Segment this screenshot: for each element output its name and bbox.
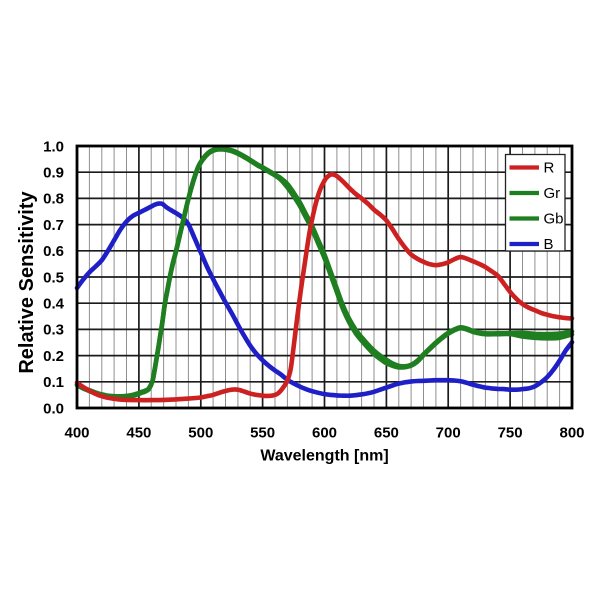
svg-text:Gr: Gr bbox=[544, 185, 561, 202]
svg-text:0.4: 0.4 bbox=[43, 296, 65, 313]
svg-text:550: 550 bbox=[250, 425, 275, 442]
svg-text:Wavelength [nm]: Wavelength [nm] bbox=[260, 448, 388, 465]
svg-text:Relative Sensitivity: Relative Sensitivity bbox=[16, 190, 38, 373]
svg-text:600: 600 bbox=[312, 425, 337, 442]
svg-text:Gb: Gb bbox=[544, 211, 564, 228]
svg-text:B: B bbox=[544, 236, 554, 253]
svg-text:R: R bbox=[544, 160, 555, 177]
svg-text:650: 650 bbox=[374, 425, 399, 442]
svg-text:750: 750 bbox=[498, 425, 523, 442]
svg-text:0.9: 0.9 bbox=[43, 165, 64, 182]
svg-text:800: 800 bbox=[559, 425, 584, 442]
svg-text:0.3: 0.3 bbox=[43, 322, 64, 339]
svg-text:0.5: 0.5 bbox=[43, 269, 64, 286]
svg-text:0.6: 0.6 bbox=[43, 243, 64, 260]
svg-text:0.8: 0.8 bbox=[43, 191, 64, 208]
svg-text:0.0: 0.0 bbox=[43, 400, 64, 417]
svg-text:450: 450 bbox=[126, 425, 151, 442]
svg-text:500: 500 bbox=[188, 425, 213, 442]
svg-text:1.0: 1.0 bbox=[43, 138, 64, 155]
svg-text:700: 700 bbox=[436, 425, 461, 442]
svg-text:0.7: 0.7 bbox=[43, 217, 64, 234]
svg-text:400: 400 bbox=[64, 425, 89, 442]
svg-text:0.1: 0.1 bbox=[43, 374, 64, 391]
svg-text:0.2: 0.2 bbox=[43, 348, 64, 365]
